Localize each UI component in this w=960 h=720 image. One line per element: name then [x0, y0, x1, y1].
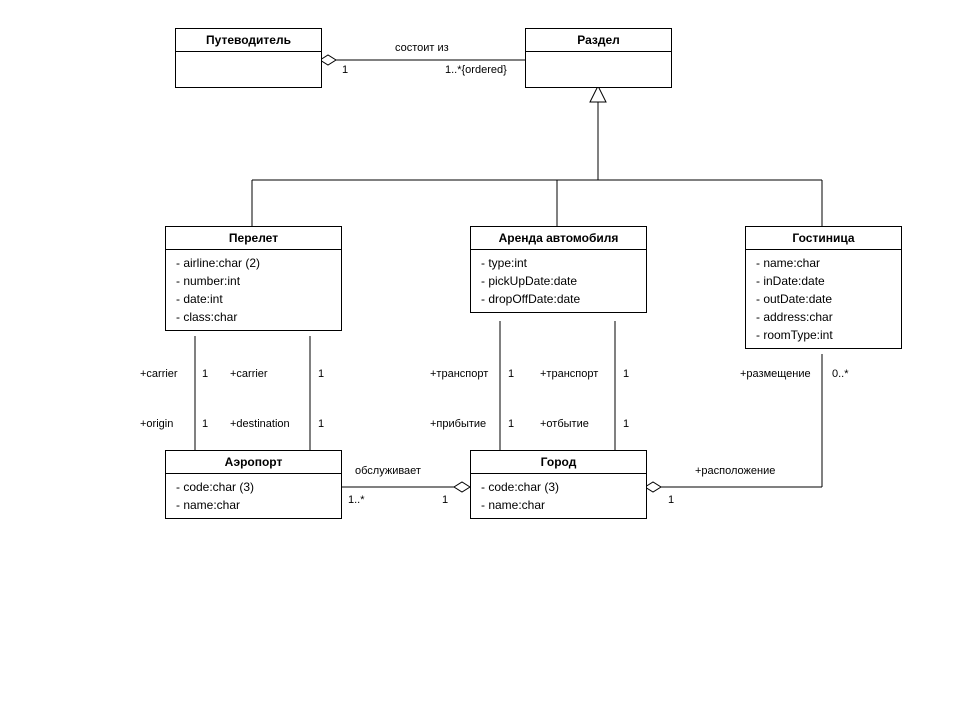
- multiplicity: 1: [508, 418, 514, 430]
- class-title: Раздел: [526, 29, 671, 52]
- multiplicity: 1: [342, 64, 348, 76]
- class-guidebook: Путеводитель: [175, 28, 322, 88]
- attribute: - name:char: [176, 496, 331, 514]
- attribute: - address:char: [756, 308, 891, 326]
- attribute: - inDate:date: [756, 272, 891, 290]
- multiplicity: 1: [623, 368, 629, 380]
- attribute: - code:char (3): [176, 478, 331, 496]
- class-title: Аэропорт: [166, 451, 341, 474]
- attribute: - name:char: [481, 496, 636, 514]
- class-hotel: Гостиница - name:char - inDate:date - ou…: [745, 226, 902, 349]
- attribute: - airline:char (2): [176, 254, 331, 272]
- multiplicity: 1: [202, 368, 208, 380]
- attribute: - number:int: [176, 272, 331, 290]
- attribute: - pickUpDate:date: [481, 272, 636, 290]
- class-airport: Аэропорт - code:char (3) - name:char: [165, 450, 342, 519]
- class-car-rental: Аренда автомобиля - type:int - pickUpDat…: [470, 226, 647, 313]
- multiplicity: 0..*: [832, 368, 849, 380]
- role-label: +origin: [140, 418, 173, 430]
- role-label: +carrier: [140, 368, 178, 380]
- role-label: +прибытие: [430, 418, 486, 430]
- attribute: - code:char (3): [481, 478, 636, 496]
- multiplicity: 1..*{ordered}: [445, 64, 507, 76]
- attribute: - outDate:date: [756, 290, 891, 308]
- role-label: +расположение: [695, 465, 775, 477]
- multiplicity: 1: [318, 368, 324, 380]
- attribute: - class:char: [176, 308, 331, 326]
- multiplicity: 1..*: [348, 494, 365, 506]
- class-flight: Перелет - airline:char (2) - number:int …: [165, 226, 342, 331]
- multiplicity: 1: [623, 418, 629, 430]
- attribute: - date:int: [176, 290, 331, 308]
- attribute: - name:char: [756, 254, 891, 272]
- class-title: Перелет: [166, 227, 341, 250]
- attribute: - type:int: [481, 254, 636, 272]
- class-title: Гостиница: [746, 227, 901, 250]
- class-city: Город - code:char (3) - name:char: [470, 450, 647, 519]
- multiplicity: 1: [318, 418, 324, 430]
- class-title: Город: [471, 451, 646, 474]
- edge-label: обслуживает: [355, 465, 421, 477]
- multiplicity: 1: [442, 494, 448, 506]
- multiplicity: 1: [668, 494, 674, 506]
- multiplicity: 1: [508, 368, 514, 380]
- role-label: +транспорт: [430, 368, 488, 380]
- edge-label: состоит из: [395, 42, 449, 54]
- class-title: Путеводитель: [176, 29, 321, 52]
- role-label: +транспорт: [540, 368, 598, 380]
- class-title: Аренда автомобиля: [471, 227, 646, 250]
- role-label: +destination: [230, 418, 290, 430]
- role-label: +размещение: [740, 368, 811, 380]
- role-label: +отбытие: [540, 418, 589, 430]
- multiplicity: 1: [202, 418, 208, 430]
- class-section: Раздел: [525, 28, 672, 88]
- attribute: - dropOffDate:date: [481, 290, 636, 308]
- role-label: +carrier: [230, 368, 268, 380]
- diagram-connectors: [0, 0, 960, 720]
- attribute: - roomType:int: [756, 326, 891, 344]
